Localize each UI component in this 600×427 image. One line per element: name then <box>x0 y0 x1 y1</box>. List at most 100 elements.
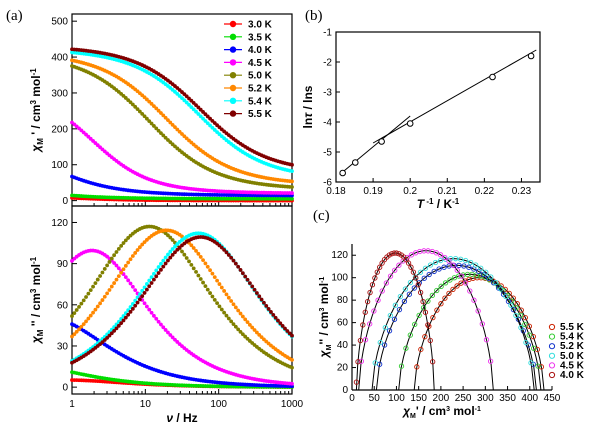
data-point <box>526 323 532 329</box>
data-point-imag <box>112 261 117 265</box>
data-point <box>430 359 436 365</box>
data-point-imag <box>144 287 149 292</box>
x-tick-label: 1000 <box>281 399 304 410</box>
legend-marker <box>548 362 556 369</box>
data-point-real <box>173 125 177 130</box>
y-tick-label-upper: 100 <box>51 160 68 171</box>
data-point-real <box>149 101 154 106</box>
y-tick-label: -6 <box>323 178 332 189</box>
y-tick-label: 20 <box>337 363 349 374</box>
data-point <box>414 364 420 370</box>
data-point-real <box>152 104 156 108</box>
data-point-imag <box>182 252 187 257</box>
data-point-imag <box>222 289 227 293</box>
data-point-imag <box>205 264 210 269</box>
data-point-imag <box>219 245 224 250</box>
data-point-imag <box>215 301 220 306</box>
data-point-imag <box>196 273 201 278</box>
data-point-imag <box>142 301 147 306</box>
data-point <box>391 250 397 256</box>
data-point-real <box>159 131 163 136</box>
data-point-imag <box>231 258 236 263</box>
data-point-imag <box>166 258 170 263</box>
data-point-imag <box>198 277 203 281</box>
data-point <box>422 265 429 271</box>
data-point-imag <box>219 285 224 290</box>
data-point <box>458 273 465 279</box>
data-point <box>387 273 394 279</box>
x-tick-label: 0.23 <box>512 186 532 197</box>
y-tick-label-lower: 0 <box>62 383 68 394</box>
data-point-imag <box>243 274 248 279</box>
data-point <box>379 288 385 294</box>
legend-marker <box>229 20 237 28</box>
data-point-real <box>187 102 191 107</box>
data-point <box>447 277 453 283</box>
x-tick-label: 10 <box>140 399 152 410</box>
data-point <box>503 293 509 300</box>
data-point-imag <box>287 331 292 336</box>
data-point <box>493 279 499 286</box>
data-point-imag <box>79 301 84 306</box>
data-point <box>415 282 421 288</box>
data-point-real <box>135 107 140 112</box>
data-point <box>429 292 435 299</box>
data-point <box>421 275 427 281</box>
data-point-imag <box>175 247 180 252</box>
data-point-imag <box>236 327 241 332</box>
data-point <box>367 321 373 327</box>
data-point-imag <box>166 252 170 257</box>
data-point-imag <box>240 314 245 319</box>
data-point-imag <box>116 246 121 251</box>
x-tick-label: 400 <box>521 393 538 404</box>
data-point <box>411 285 417 291</box>
data-point <box>518 324 524 331</box>
data-point-imag <box>91 310 95 315</box>
data-point-imag <box>149 310 154 315</box>
data-point <box>442 280 449 286</box>
data-point <box>427 262 434 268</box>
data-point <box>442 295 448 301</box>
data-point-imag <box>168 235 173 240</box>
panel-label-b: (b) <box>305 8 323 24</box>
data-point-imag <box>84 319 88 324</box>
data-point-real <box>144 116 149 121</box>
data-point-imag <box>109 256 114 261</box>
data-point-imag <box>212 275 217 280</box>
data-point-real <box>201 116 205 121</box>
data-point <box>393 250 400 256</box>
data-point-imag <box>257 294 262 299</box>
data-point-imag <box>86 291 91 296</box>
data-point <box>518 307 524 313</box>
data-point <box>441 264 447 270</box>
data-point-imag <box>142 285 147 290</box>
data-point-imag <box>196 251 201 256</box>
data-point-imag <box>135 248 140 252</box>
data-point <box>446 258 452 264</box>
legend-marker <box>229 72 237 79</box>
data-point-imag <box>126 260 131 265</box>
data-point-imag <box>142 291 147 295</box>
data-point-imag <box>86 316 91 321</box>
data-point <box>358 358 365 364</box>
data-point <box>407 332 413 338</box>
data-point-imag <box>93 307 98 312</box>
data-point <box>450 262 456 268</box>
x-tick-label: 300 <box>477 393 494 404</box>
data-point-imag <box>254 330 259 335</box>
data-point <box>425 322 431 328</box>
panel-label-a: (a) <box>6 8 23 24</box>
x-tick-label: 0.18 <box>326 186 346 197</box>
data-point-imag <box>121 241 126 245</box>
data-point <box>397 293 404 300</box>
data-point-imag <box>262 300 266 305</box>
data-point <box>478 273 484 279</box>
y-axis-title-upper: χM ' / cm3 mol-1 <box>29 68 45 154</box>
x-tick-label: 0.2 <box>403 186 417 197</box>
data-point-imag <box>147 284 152 289</box>
data-point-real <box>147 119 152 124</box>
data-point-imag <box>231 302 236 307</box>
data-point-imag <box>70 334 74 339</box>
data-point-imag <box>126 278 131 283</box>
data-point <box>468 259 474 266</box>
